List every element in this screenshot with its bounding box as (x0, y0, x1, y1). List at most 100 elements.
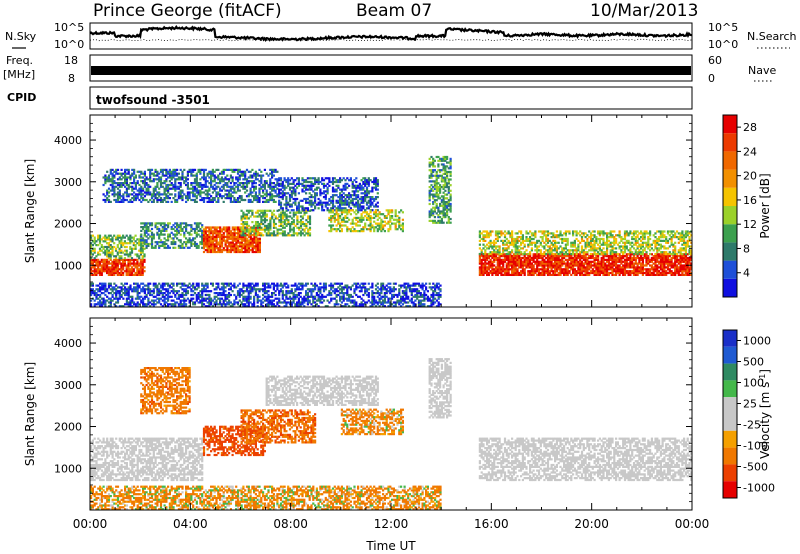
power-cell (656, 270, 659, 273)
power-cell (172, 246, 175, 249)
power-cell (625, 264, 628, 267)
power-cell (134, 253, 137, 256)
power-cell (543, 271, 546, 275)
power-cell (265, 232, 268, 235)
power-cell (163, 233, 166, 236)
power-cell (480, 255, 483, 258)
power-cell (163, 182, 166, 185)
power-cell (159, 180, 163, 183)
power-cell (645, 262, 648, 265)
power-cell (195, 235, 198, 238)
noise-left-tick-bottom: 10^0 (54, 38, 84, 51)
power-cell (349, 207, 352, 210)
power-cell (545, 271, 548, 275)
power-cell (245, 189, 249, 192)
power-cell (503, 255, 507, 258)
power-cell (156, 183, 159, 187)
power-cell (237, 247, 240, 250)
power-cell (322, 184, 326, 187)
power-cell (163, 246, 166, 249)
power-cell (536, 245, 539, 248)
power-cell (529, 271, 532, 275)
power-cell (674, 255, 677, 258)
power-cell (579, 271, 582, 275)
power-cell (129, 176, 132, 179)
power-cell (161, 198, 164, 202)
power-cell (344, 179, 347, 182)
power-cell (263, 209, 267, 212)
power-cell (140, 191, 143, 194)
power-cell (500, 262, 503, 265)
power-cell (143, 266, 146, 269)
power-cell (258, 180, 261, 183)
power-cell (206, 180, 209, 183)
power-cell (505, 268, 508, 271)
power-cell (249, 234, 252, 237)
power-cell (493, 256, 496, 260)
power-cell (161, 226, 164, 229)
power-cell (314, 188, 317, 191)
power-cell (688, 262, 691, 265)
power-cell (219, 187, 222, 190)
power-cell (602, 270, 605, 273)
power-cell (447, 219, 450, 222)
power-cell (615, 253, 618, 256)
power-cell (383, 220, 386, 223)
power-cell (449, 206, 452, 209)
power-cell (272, 224, 276, 227)
power-cell (579, 264, 582, 267)
power-cell (190, 198, 193, 202)
power-cell (559, 258, 562, 261)
power-cell (480, 268, 483, 271)
power-cell (529, 239, 532, 242)
power-cell (358, 188, 361, 191)
power-cell (281, 232, 285, 235)
power-cell (440, 201, 443, 204)
power-cell (310, 188, 313, 191)
power-cell (210, 245, 213, 248)
power-cell (186, 172, 189, 175)
power-cell (446, 172, 449, 175)
power-cell (165, 229, 168, 232)
power-cell (344, 184, 347, 187)
power-cell (446, 206, 449, 209)
power-cell (525, 256, 528, 260)
power-cell (358, 230, 361, 233)
power-cell (307, 234, 310, 237)
power-cell (545, 256, 548, 260)
power-cell (568, 258, 571, 261)
power-cell (331, 203, 335, 206)
power-cell (675, 266, 679, 269)
power-cell (588, 255, 591, 258)
power-cell (271, 182, 274, 185)
power-cell (344, 215, 347, 218)
power-cell (292, 197, 295, 201)
power-cell (577, 264, 580, 267)
power-cell (675, 271, 679, 275)
power-cell (537, 255, 541, 258)
power-cell (134, 273, 137, 276)
power-cell (287, 192, 290, 195)
power-cell (362, 207, 365, 210)
power-cell (371, 190, 374, 193)
power-cell (503, 258, 507, 261)
power-cell (442, 169, 445, 172)
power-cell (442, 199, 445, 202)
power-cell (229, 241, 233, 244)
power-cell (240, 241, 243, 244)
power-cell (236, 178, 240, 181)
power-cell (645, 264, 648, 267)
power-cell (331, 201, 335, 204)
power-cell (505, 262, 508, 265)
power-cell (439, 186, 442, 189)
power-cell (219, 180, 222, 183)
power-cell (444, 170, 447, 174)
power-cell (174, 180, 177, 183)
power-cell (159, 231, 163, 234)
power-cell (507, 268, 510, 271)
power-cell (529, 237, 532, 241)
power-cell (247, 241, 251, 244)
power-cell (312, 182, 315, 185)
power-cell (244, 172, 247, 175)
power-cell (440, 212, 443, 215)
